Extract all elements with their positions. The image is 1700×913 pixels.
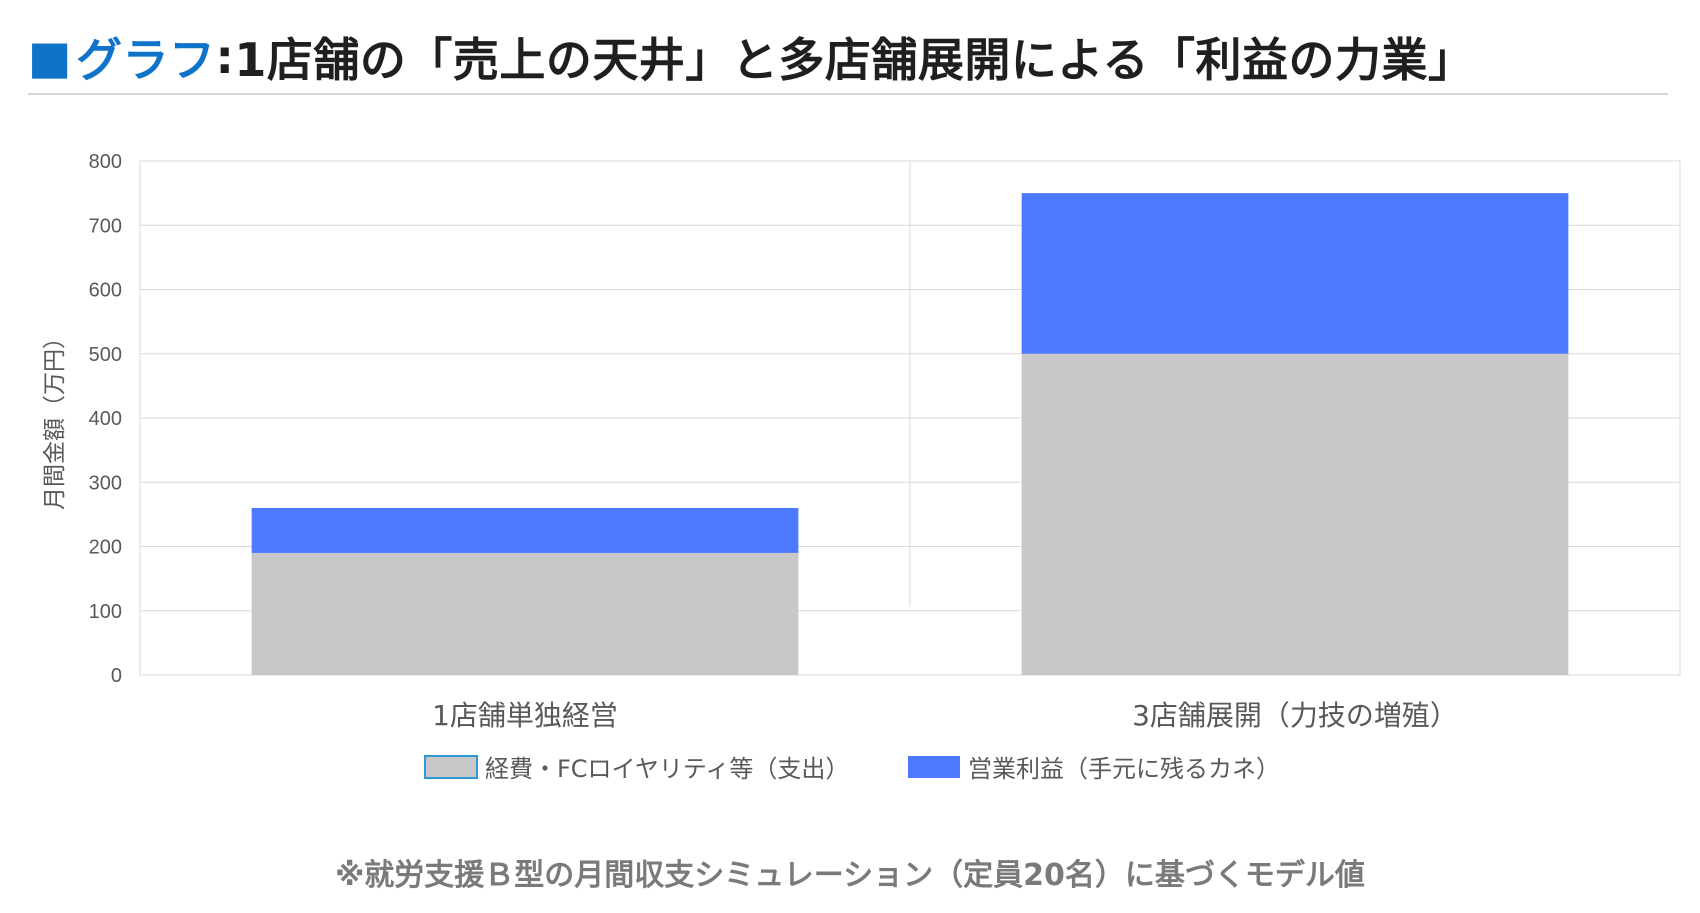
y-axis-label: 月間金額（万円） xyxy=(42,326,68,510)
y-tick-label-600: 600 xyxy=(89,280,122,302)
bar-expense-1 xyxy=(1021,353,1569,675)
y-tick-label-100: 100 xyxy=(89,601,122,623)
y-tick-label-700: 700 xyxy=(89,215,122,237)
x-tick-label-1: 3店舗展開（力技の増殖） xyxy=(1132,699,1458,732)
y-tick-label-500: 500 xyxy=(89,344,122,366)
legend-label-profit: 営業利益（手元に残るカネ） xyxy=(968,755,1280,783)
title-text: 1店舗の「売上の天井」と多店舗展開による「利益の力業」 xyxy=(234,33,1475,87)
footnote: ※就労支援Ｂ型の月間収支シミュレーション（定員20名）に基づくモデル値 xyxy=(335,858,1365,893)
y-tick-label-300: 300 xyxy=(89,472,122,494)
title-accent: グラフ xyxy=(75,33,216,87)
y-tick-label-400: 400 xyxy=(89,408,122,430)
legend-swatch-profit xyxy=(908,756,960,778)
legend-label-expense: 経費・FCロイヤリティ等（支出） xyxy=(485,755,849,783)
stacked-bar-chart: 0 100 200 300 400 500 600 700 800 月間金額（万円） 1店舗単独経営… xyxy=(42,151,1681,783)
y-tick-label-800: 800 xyxy=(89,151,122,173)
bar-profit-1 xyxy=(1021,193,1569,354)
legend-swatch-expense xyxy=(424,755,478,779)
y-tick-label-200: 200 xyxy=(89,537,122,559)
y-tick-label-0: 0 xyxy=(111,665,122,687)
title-separator: : xyxy=(215,30,235,84)
x-tick-label-0: 1店舗単独経営 xyxy=(432,699,618,732)
title-divider xyxy=(28,93,1668,95)
title-square-icon: ■ xyxy=(28,30,72,84)
bar-expense-0 xyxy=(251,552,799,675)
page-title: ■ グラフ : 1店舗の「売上の天井」と多店舗展開による「利益の力業」 xyxy=(28,22,1475,92)
bar-profit-0 xyxy=(251,507,799,553)
